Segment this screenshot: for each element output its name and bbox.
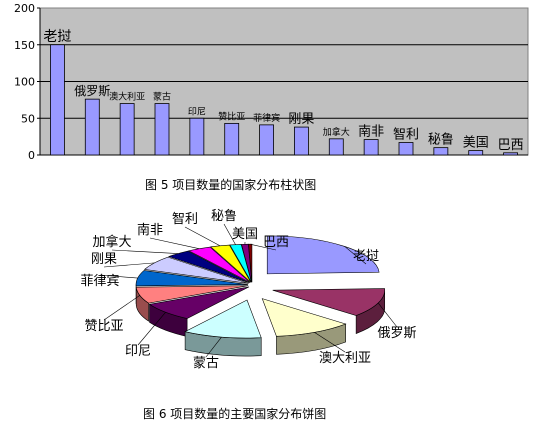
leader-line: [103, 295, 140, 321]
bar: [119, 103, 135, 156]
bar-label: 菲律宾: [253, 112, 280, 124]
leader-line: [314, 332, 346, 353]
leader-line: [111, 249, 178, 254]
pie-slice: [148, 286, 250, 319]
leader-line: [223, 223, 236, 245]
leader-line: [250, 243, 277, 251]
leader-line: [344, 246, 367, 265]
bar-label: 赞比亚: [218, 110, 245, 122]
bar: [154, 103, 170, 156]
pie-slice-label: 赞比亚: [84, 319, 123, 334]
pie-slice: [184, 299, 262, 339]
bar-label: 澳大利亚: [109, 91, 145, 103]
pie-slice: [135, 270, 249, 287]
bar-label: 巴西: [498, 138, 524, 153]
y-tick-label: 200: [14, 2, 35, 15]
bar: [50, 44, 65, 156]
pie-slice-label: 印尼: [125, 344, 151, 359]
pie-slice-label: 南非: [137, 222, 163, 238]
bar-label: 智利: [393, 128, 419, 143]
y-tick-label: 150: [14, 39, 35, 52]
bar-label: 南非: [358, 124, 384, 140]
pie-slice-label: 俄罗斯: [377, 326, 416, 341]
bar-label: 蒙古: [153, 91, 171, 103]
bar: [294, 126, 309, 156]
leader-line: [149, 237, 200, 249]
bar: [224, 122, 240, 156]
bar: [84, 98, 100, 156]
leader-line: [103, 262, 155, 268]
pie-slice-label: 老挝: [353, 249, 379, 264]
pie-slice-label: 刚果: [91, 252, 117, 267]
pie-slice: [135, 285, 249, 304]
bar: [398, 142, 414, 156]
pie-slice-label: 菲律宾: [80, 273, 119, 289]
pie-slice-label: 加拿大: [92, 234, 131, 250]
pie-slice-label: 澳大利亚: [319, 350, 371, 366]
bar-label: 美国: [463, 136, 489, 151]
bar-label: 俄罗斯: [74, 84, 110, 98]
bar-label: 老挝: [43, 29, 71, 45]
bar-label: 秘鲁: [428, 133, 454, 148]
bar-chart-caption: 图 5 项目数量的国家分布柱状图: [145, 178, 317, 192]
leader-line: [137, 312, 166, 346]
pie-slice-label: 秘鲁: [211, 209, 237, 224]
pie-slice-label: 巴西: [263, 235, 289, 250]
pie-slice: [167, 250, 250, 284]
pie-slice-label: 蒙古: [193, 356, 219, 371]
pie-slice: [266, 235, 380, 275]
pie-chart-caption: 图 6 项目数量的主要国家分布饼图: [143, 407, 327, 421]
leader-line: [184, 226, 221, 247]
bar-label: 加拿大: [323, 126, 350, 138]
leader-line: [99, 274, 138, 279]
bar: [259, 124, 274, 156]
bar: [328, 138, 344, 156]
y-tick-label: 100: [14, 76, 35, 89]
pie-slice: [272, 288, 385, 316]
bar: [363, 139, 379, 156]
y-tick-label: 50: [21, 112, 35, 125]
bar: [189, 117, 205, 156]
bar: [433, 147, 449, 156]
y-tick-label: 0: [28, 149, 35, 162]
bar-label: 印尼: [188, 105, 206, 117]
bar-label: 刚果: [288, 112, 314, 127]
pie-slice-label: 智利: [172, 212, 198, 227]
pie-slice-label: 美国: [232, 227, 258, 242]
pie-slice: [143, 256, 249, 284]
bar: [468, 150, 484, 156]
leader-line: [377, 302, 398, 328]
bar: [503, 152, 518, 156]
leader-line: [205, 336, 222, 358]
